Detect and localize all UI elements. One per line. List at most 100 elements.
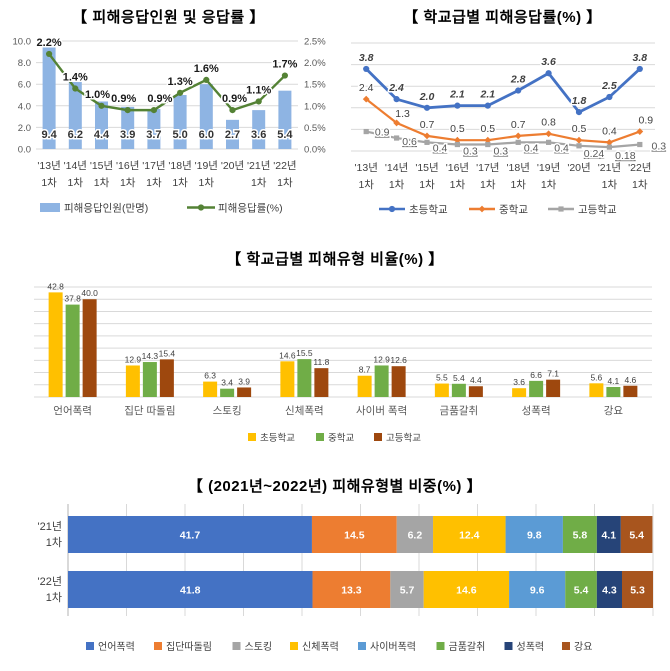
x-tick-label: '16년 (116, 160, 139, 172)
bar-segment (596, 571, 622, 608)
bar-value-label: 3.4 (221, 378, 233, 388)
legend-label: 강요 (574, 641, 592, 653)
bar-segment (68, 571, 313, 608)
bar (391, 366, 406, 397)
x-tick-label: 성폭력 (522, 405, 551, 417)
x-tick-label: 금품갈취 (440, 404, 479, 417)
legend-swatch (248, 433, 256, 441)
line-value-label: 0.9% (111, 93, 136, 105)
line-marker (575, 136, 583, 144)
chart1-plot: 0.0 0.0% 2.0 0.5% 4.0 1.0% 6.0 1.5% 8.0 2.0% 10.0 2… (13, 35, 327, 214)
bar-segment (390, 571, 424, 608)
left-axis-tick-label: 2.0 (18, 123, 31, 134)
left-axis-tick-label: 8.0 (18, 58, 31, 69)
legend-swatch (316, 433, 324, 441)
x-tick-label: 강요 (604, 405, 624, 417)
line-marker (576, 143, 582, 149)
line-marker (255, 98, 262, 105)
bar (121, 106, 135, 149)
bar (434, 383, 449, 397)
x-tick-label: '17년 (142, 160, 165, 172)
row-label: 1차 (46, 591, 62, 604)
line-value-label: 0.7 (511, 119, 526, 131)
legend-swatch (562, 642, 570, 650)
x-tick-label: 1차 (632, 179, 648, 191)
x-tick-label: 신체폭력 (285, 405, 324, 417)
x-tick-label: 1차 (172, 177, 188, 189)
bar-value-label: 12.9 (125, 354, 142, 364)
line-value-label: 1.3% (168, 76, 193, 88)
line-path (48, 53, 286, 112)
line-value-label: 2.0 (419, 91, 435, 103)
segment-label: 5.7 (400, 585, 415, 597)
legend-label: 고등학교 (386, 433, 421, 444)
line-value-label: 0.3 (463, 146, 478, 158)
legend-label: 스토킹 (245, 641, 273, 653)
line-value-label: 0.5 (480, 123, 495, 135)
segment-label: 41.7 (180, 530, 201, 542)
bar-value-label: 3.6 (251, 129, 266, 141)
legend-swatch (40, 203, 60, 212)
legend-swatch (232, 642, 241, 650)
x-tick-label: '17년 (476, 162, 499, 174)
legend-label: 성폭력 (517, 641, 545, 653)
line-value-label: 0.24 (584, 148, 605, 160)
segment-label: 9.6 (530, 585, 545, 597)
line-marker (393, 96, 400, 103)
x-tick-label: 1차 (94, 177, 110, 189)
bar (468, 386, 483, 397)
bar-segment (562, 516, 597, 553)
line-value-label: 0.4 (554, 142, 569, 154)
left-axis-tick-label: 0.0 (18, 145, 31, 156)
segment-label: 14.6 (456, 585, 477, 597)
bar-value-label: 3.6 (513, 377, 525, 387)
bar-value-label: 6.2 (68, 129, 83, 141)
line-marker (124, 107, 131, 114)
line-marker (636, 65, 643, 73)
line-value-label: 0.9 (375, 127, 390, 139)
line-value-label: 1.6% (194, 63, 219, 75)
segment-label: 13.3 (341, 585, 362, 597)
line-marker (388, 205, 396, 213)
line-marker (484, 102, 491, 109)
bar-value-label: 6.3 (204, 371, 216, 381)
bar (280, 361, 295, 397)
right-axis-tick-label: 2.0% (304, 58, 326, 69)
bar-segment (311, 516, 397, 553)
bar-value-label: 15.4 (159, 348, 176, 358)
bar (142, 362, 157, 397)
left-axis-tick-label: 10.0 (13, 37, 32, 48)
line-value-label: 0.5 (450, 123, 465, 135)
chart-title: 【 학교급별 피해응답률(%) 】 (403, 9, 602, 26)
x-tick-label: '22년 (628, 162, 651, 174)
line-marker (423, 104, 431, 111)
line-value-label: 0.9% (147, 93, 172, 105)
x-tick-label: 스토킹 (213, 405, 242, 417)
bar-value-label: 6.0 (199, 129, 214, 141)
bar (125, 365, 140, 397)
x-tick-label: 1차 (389, 179, 405, 191)
bar-segment (423, 571, 510, 608)
segment-label: 6.2 (408, 530, 423, 542)
line-value-label: 1.3 (395, 108, 410, 120)
line-value-label: 2.1 (479, 89, 495, 101)
segment-label: 5.3 (630, 585, 645, 597)
chart2-plot: 3.82.42.0 2.1 2.12.83.61.82.53.82.41.30.7 0… (351, 42, 668, 216)
x-tick-label: '13년 (355, 162, 378, 174)
line-marker (485, 141, 491, 148)
line-value-label: 0.5 (572, 123, 587, 135)
line-marker (514, 132, 522, 140)
legend-label: 언어폭력 (98, 641, 135, 653)
bar-value-label: 37.8 (64, 294, 81, 304)
line-value-label: 3.8 (632, 52, 647, 64)
bar-value-label: 14.3 (142, 351, 159, 361)
line-value-label: 0.4 (602, 125, 617, 137)
bar-value-label: 7.1 (547, 369, 559, 379)
bar (220, 388, 235, 397)
line-marker (478, 205, 486, 213)
line-marker (515, 87, 522, 94)
legend-label: 초등학교 (409, 204, 448, 216)
line-marker (454, 141, 460, 148)
bar-value-label: 4.4 (94, 129, 110, 141)
bar-value-label: 4.1 (607, 376, 619, 386)
